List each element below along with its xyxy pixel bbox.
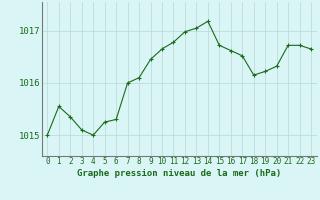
X-axis label: Graphe pression niveau de la mer (hPa): Graphe pression niveau de la mer (hPa) bbox=[77, 169, 281, 178]
